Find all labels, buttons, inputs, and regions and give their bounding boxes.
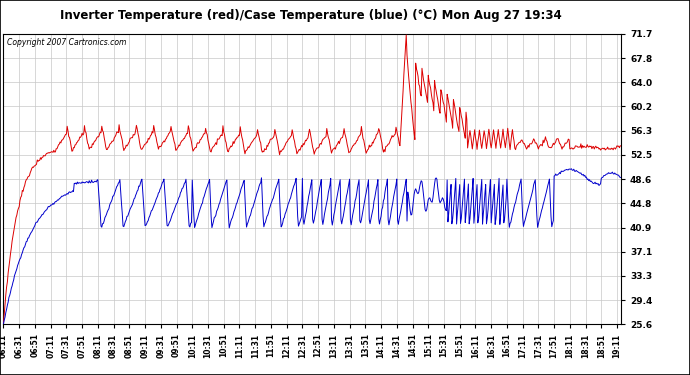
Text: Inverter Temperature (red)/Case Temperature (blue) (°C) Mon Aug 27 19:34: Inverter Temperature (red)/Case Temperat…	[59, 9, 562, 22]
Text: Copyright 2007 Cartronics.com: Copyright 2007 Cartronics.com	[6, 38, 126, 47]
